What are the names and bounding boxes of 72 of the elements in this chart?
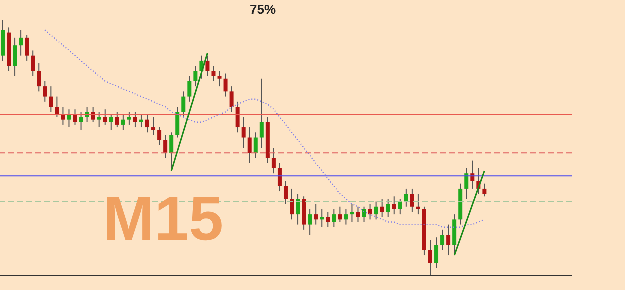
- candlestick: [464, 168, 469, 200]
- candlestick: [338, 206, 342, 223]
- candlestick: [284, 180, 288, 205]
- candlestick: [434, 237, 439, 269]
- candlestick: [332, 208, 336, 228]
- candlestick: [109, 114, 114, 131]
- candlestick: [314, 204, 318, 226]
- annotation: M15: [103, 185, 224, 254]
- candlestick: [404, 188, 408, 208]
- candlestick: [410, 188, 414, 212]
- candlestick: [188, 76, 192, 102]
- candlestick: [242, 116, 246, 148]
- candlestick: [127, 112, 132, 126]
- text: 75%: [250, 2, 276, 17]
- candlestick: [320, 208, 324, 228]
- candlestick: [344, 208, 348, 226]
- candlestick: [13, 37, 18, 77]
- candlestick: [308, 208, 312, 236]
- candlestick: [79, 112, 84, 131]
- candlestick: [428, 240, 432, 276]
- candlestick: [230, 86, 234, 113]
- candlestick: [55, 96, 60, 118]
- candlestick: [326, 212, 330, 228]
- candlestick: [290, 188, 294, 220]
- candlestick: [254, 132, 258, 159]
- candlestick: [272, 148, 276, 174]
- candlestick: [31, 50, 36, 77]
- candlestick: [170, 132, 174, 169]
- candlestick: [97, 112, 102, 128]
- candlestick: [278, 162, 282, 192]
- candlestick: [374, 201, 378, 220]
- candlestick: [416, 194, 420, 216]
- candlestick: [206, 55, 210, 77]
- candlestick: [67, 109, 72, 128]
- candlestick: [398, 198, 402, 216]
- candlestick: [212, 66, 216, 82]
- candlestick: [19, 30, 24, 56]
- candlestick: [61, 106, 66, 126]
- candlestick: [91, 106, 96, 123]
- candlestick: [43, 80, 48, 102]
- candlestick: [158, 127, 162, 146]
- candlestick: [176, 106, 180, 138]
- candlestick: [133, 112, 138, 128]
- candlestick: [470, 160, 475, 190]
- candlestick: [482, 183, 487, 198]
- candlestick: [73, 109, 78, 126]
- candlestick: [224, 73, 228, 98]
- candlestick: [260, 78, 264, 148]
- candlestick: [164, 134, 168, 159]
- candlestick: [121, 114, 126, 131]
- candlestick: [218, 70, 222, 88]
- candlestick: [368, 204, 372, 220]
- candlestick: [152, 116, 156, 136]
- candlestick: [446, 224, 451, 256]
- candlestick: [296, 194, 300, 226]
- candlestick: [182, 91, 186, 118]
- candlestick: [103, 109, 108, 126]
- candlestick: [380, 198, 384, 218]
- candlestick: [37, 63, 42, 92]
- candlestick: [115, 112, 120, 128]
- candlestick: [356, 206, 360, 223]
- candlestick: [392, 196, 396, 216]
- candlestick: [25, 34, 30, 62]
- candlestick: [236, 101, 240, 134]
- candlestick: [49, 86, 54, 113]
- candlestick: [440, 229, 445, 251]
- candlestick: [139, 114, 144, 128]
- candlestick: [194, 66, 198, 88]
- candlestick: [386, 198, 390, 218]
- candlestick: [146, 114, 150, 134]
- candlestick: [350, 204, 354, 223]
- candlestick: [248, 127, 252, 164]
